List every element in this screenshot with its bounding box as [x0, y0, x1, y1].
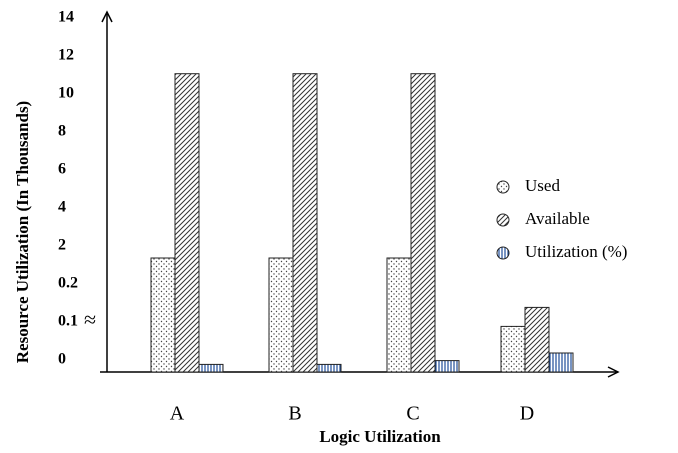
bar	[292, 73, 318, 373]
y-tick-label: 0	[58, 351, 66, 368]
y-tick-label: 6	[58, 161, 66, 178]
y-tick-label: 0.1	[58, 313, 78, 330]
y-tick-label: 8	[58, 123, 66, 140]
legend-label: Used	[525, 176, 560, 195]
legend-label: Available	[525, 209, 590, 228]
x-axis-title: Logic Utilization	[319, 427, 441, 446]
y-axis-title: Resource Utilization (In Thousands)	[13, 101, 32, 363]
y-tick-label: 14	[58, 9, 74, 26]
axis-break: ≈	[84, 307, 96, 332]
x-axis-arrow	[607, 366, 620, 378]
bar	[500, 325, 526, 373]
y-axis-arrow	[101, 10, 113, 23]
y-tick-label: 12	[58, 47, 74, 64]
bar	[268, 257, 294, 373]
y-tick-label: 10	[58, 85, 74, 102]
bar	[198, 363, 224, 373]
legend-label: Utilization (%)	[525, 242, 627, 261]
bar	[524, 306, 550, 373]
bar	[316, 363, 342, 373]
legend-marker	[496, 246, 510, 260]
bar	[150, 257, 176, 373]
y-tick-label: 4	[58, 199, 66, 216]
y-tick-label: 2	[58, 237, 66, 254]
y-tick-label: 0.2	[58, 275, 78, 292]
legend-marker	[496, 213, 510, 227]
bar	[548, 352, 574, 373]
bar	[434, 360, 460, 373]
legend-marker	[496, 180, 510, 194]
bar	[386, 257, 412, 373]
bar	[174, 73, 200, 373]
bar	[410, 73, 436, 373]
x-tick-label: A	[170, 403, 185, 425]
x-tick-label: B	[288, 403, 301, 425]
x-tick-label: C	[406, 403, 419, 425]
x-tick-label: D	[520, 403, 534, 425]
